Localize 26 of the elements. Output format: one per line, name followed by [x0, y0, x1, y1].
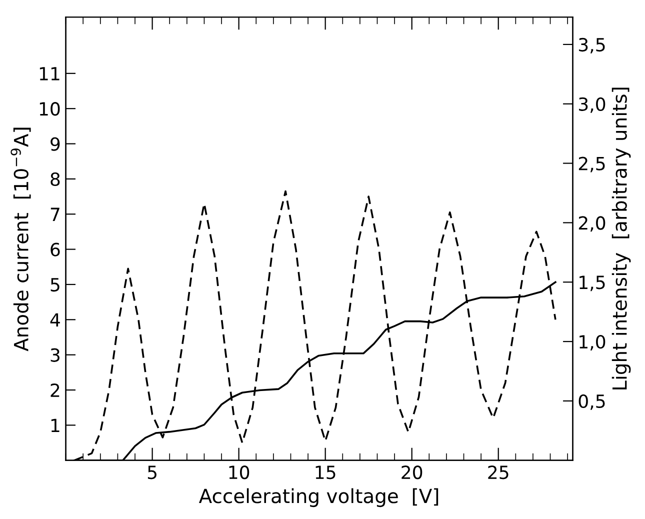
- x-tick-label: 15: [316, 466, 336, 480]
- y2-tick-label: 1,5: [580, 276, 605, 292]
- y2-axis-title: Light intensity [arbitrary units]: [612, 88, 631, 390]
- y2-tick-label: 3,5: [579, 38, 605, 54]
- y2-tick-label: 0,5: [578, 394, 605, 410]
- y2-tick-label: 1,0: [580, 334, 606, 350]
- y-tick-label: 5: [50, 278, 60, 292]
- y-axis-title: Anode current [10$^{−9}$A]: [10, 128, 31, 352]
- x-tick-label: 5: [148, 466, 156, 480]
- y-tick-label: 7: [50, 208, 60, 221]
- y-tick-label: 9: [50, 137, 60, 151]
- y-tick-label: 1: [51, 418, 60, 432]
- x-axis-title: Accelerating voltage [V]: [198, 488, 438, 508]
- y2-tick-label: 3,0: [579, 97, 606, 113]
- x-tick-label: 20: [402, 466, 422, 480]
- x-tick-label: 10: [229, 466, 250, 480]
- y-tick-label: 10: [40, 102, 60, 116]
- y2-tick-label: 2,5: [578, 156, 605, 172]
- y-tick-label: 8: [50, 172, 60, 186]
- y-tick-label: 2: [50, 383, 60, 397]
- y2-tick-label: 2,0: [578, 216, 606, 232]
- y-tick-label: 11: [40, 67, 60, 80]
- y-tick-label: 3: [50, 348, 60, 362]
- x-tick-label: 25: [488, 466, 508, 480]
- y-tick-label: 6: [50, 242, 60, 256]
- y-tick-label: 4: [50, 313, 60, 327]
